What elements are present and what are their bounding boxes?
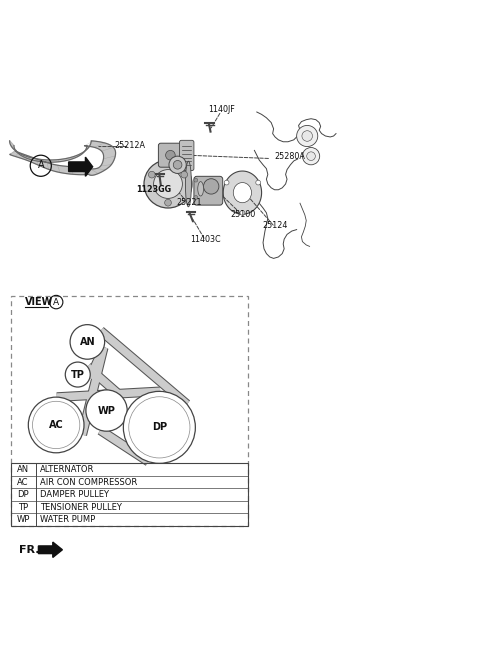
Text: WATER PUMP: WATER PUMP <box>40 515 96 524</box>
Circle shape <box>256 180 261 185</box>
Text: ALTERNATOR: ALTERNATOR <box>40 465 95 474</box>
Circle shape <box>181 171 188 178</box>
Polygon shape <box>223 171 262 215</box>
Text: 1123GG: 1123GG <box>136 185 171 194</box>
Text: AC: AC <box>17 478 29 487</box>
Circle shape <box>194 178 198 182</box>
Circle shape <box>297 125 318 146</box>
Ellipse shape <box>185 161 192 207</box>
Circle shape <box>166 150 175 160</box>
Text: 25221: 25221 <box>176 198 202 207</box>
Circle shape <box>173 161 182 169</box>
Text: AN: AN <box>80 337 95 347</box>
Polygon shape <box>38 542 62 558</box>
Polygon shape <box>10 141 116 175</box>
Bar <box>11 297 248 525</box>
Circle shape <box>86 390 127 431</box>
Circle shape <box>148 171 155 178</box>
Circle shape <box>302 131 312 141</box>
Text: TP: TP <box>18 502 28 512</box>
Text: AC: AC <box>49 420 63 430</box>
Text: DP: DP <box>17 490 29 499</box>
Circle shape <box>123 392 195 463</box>
Text: DAMPER PULLEY: DAMPER PULLEY <box>40 490 109 499</box>
Text: A: A <box>53 298 59 306</box>
Ellipse shape <box>198 182 204 196</box>
Circle shape <box>165 199 171 206</box>
Circle shape <box>144 160 192 208</box>
Circle shape <box>224 180 229 185</box>
Text: AIR CON COMPRESSOR: AIR CON COMPRESSOR <box>40 478 138 487</box>
Text: DP: DP <box>152 422 167 432</box>
Text: TP: TP <box>71 369 84 380</box>
Circle shape <box>204 178 219 194</box>
Text: WP: WP <box>16 515 30 524</box>
Text: A: A <box>37 160 44 171</box>
Circle shape <box>28 397 84 453</box>
Circle shape <box>302 148 320 165</box>
Bar <box>11 463 248 525</box>
Circle shape <box>70 325 105 359</box>
Circle shape <box>240 211 245 215</box>
Text: AN: AN <box>17 465 29 474</box>
Circle shape <box>169 156 186 173</box>
FancyBboxPatch shape <box>180 140 194 171</box>
Ellipse shape <box>233 182 252 203</box>
Text: 1140JF: 1140JF <box>208 105 235 114</box>
FancyBboxPatch shape <box>194 176 223 205</box>
Text: FR.: FR. <box>19 544 40 555</box>
Text: 11403C: 11403C <box>190 235 221 243</box>
Text: 25212A: 25212A <box>114 140 145 150</box>
Text: 25280A: 25280A <box>275 152 305 161</box>
Circle shape <box>307 152 315 161</box>
Text: VIEW: VIEW <box>25 297 53 307</box>
Text: TENSIONER PULLEY: TENSIONER PULLEY <box>40 502 122 512</box>
Text: 25124: 25124 <box>263 221 288 230</box>
FancyBboxPatch shape <box>158 143 182 167</box>
Text: 25100: 25100 <box>231 210 256 218</box>
Text: WP: WP <box>97 405 116 415</box>
Polygon shape <box>69 157 93 176</box>
Circle shape <box>194 195 198 199</box>
Circle shape <box>65 362 90 387</box>
Circle shape <box>154 170 182 198</box>
